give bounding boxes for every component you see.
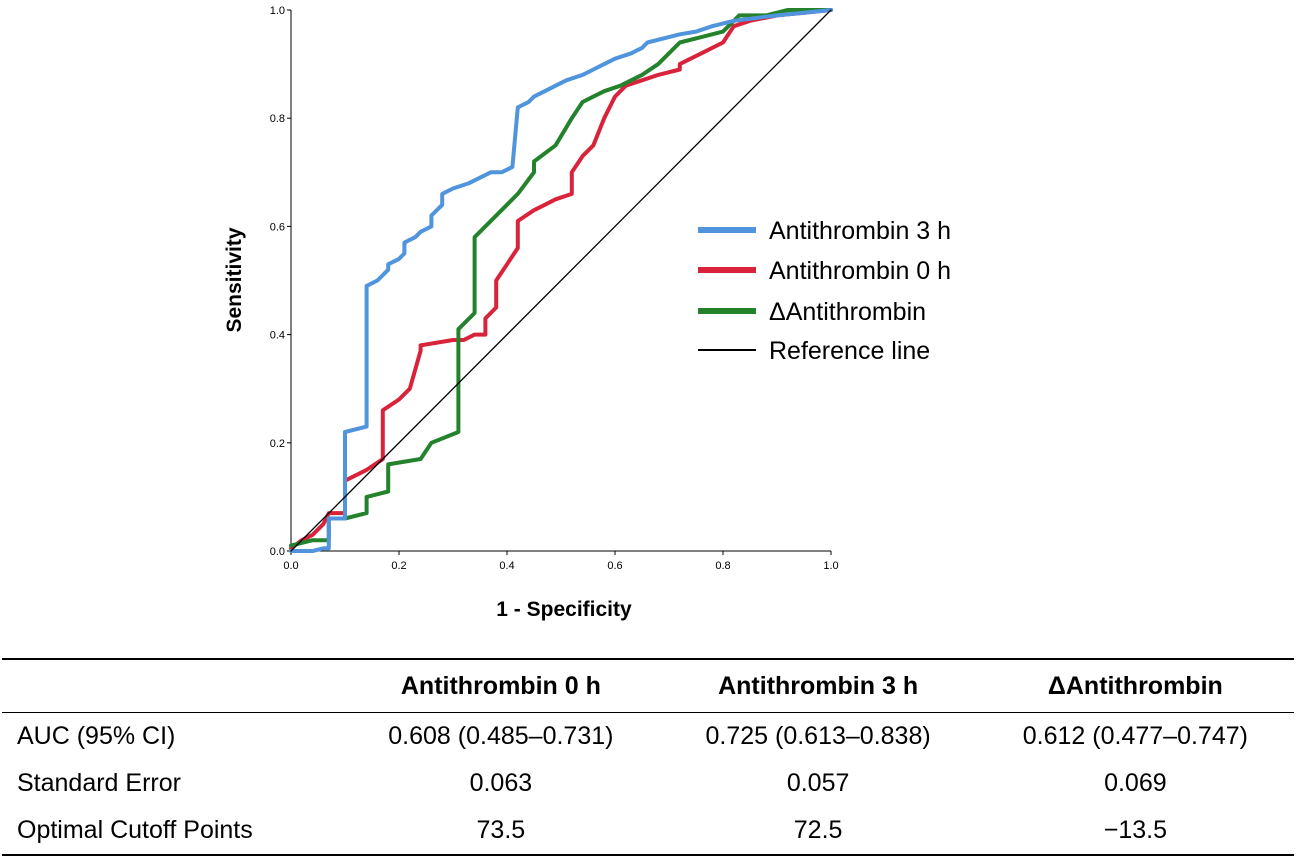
x-tick-label: 0.8 [715, 560, 730, 572]
table-cell: 72.5 [793, 816, 843, 844]
legend-label: ΔAntithrombin [769, 298, 926, 326]
y-tick-label: 0.6 [270, 221, 285, 233]
legend-label: Antithrombin 0 h [769, 257, 951, 285]
table-row-label: AUC (95% CI) [17, 722, 176, 750]
table-cell: 0.725 (0.613–0.838) [705, 722, 931, 750]
series-line-2 [289, 8, 833, 548]
series-line-3 [290, 9, 832, 552]
series-line-1 [289, 8, 833, 551]
roc-chart: 0.0 0.2 0.4 0.6 0.8 1.0 0.0 0.2 0.4 0.6 0.8 1.0 1 -… [223, 5, 951, 621]
x-tick-label: 0.2 [391, 560, 406, 572]
legend-label: Reference line [769, 337, 930, 365]
x-tick-label: 1.0 [823, 560, 838, 572]
table-row-label: Standard Error [17, 769, 181, 797]
stats-table: Antithrombin 0 h Antithrombin 3 h ΔAntit… [2, 658, 1294, 856]
y-tick-label: 0.2 [270, 438, 285, 450]
table-row: Optimal Cutoff Points 73.5 72.5 −13.5 [2, 807, 1294, 855]
table-cell: 0.063 [469, 769, 533, 797]
table-cell: −13.5 [1103, 816, 1167, 844]
x-axis-title: 1 - Specificity [496, 598, 632, 621]
axis-ticks: 0.0 0.2 0.4 0.6 0.8 1.0 0.0 0.2 0.4 0.6 0.8 1.0 [270, 5, 839, 572]
x-tick-label: 0.0 [283, 560, 298, 572]
x-tick-label: 0.6 [607, 560, 622, 572]
table-header-cell: Antithrombin 0 h [400, 671, 601, 700]
legend-label: Antithrombin 3 h [769, 217, 951, 245]
table-row: Standard Error 0.063 0.057 0.069 [2, 760, 1294, 807]
table-cell: 0.057 [786, 769, 850, 797]
table-cell: 0.608 (0.485–0.731) [388, 722, 614, 750]
table-row: AUC (95% CI) 0.608 (0.485–0.731) 0.725 (… [2, 713, 1294, 761]
legend: Antithrombin 3 h Antithrombin 0 h ΔAntithr… [698, 217, 951, 365]
table-row-label: Optimal Cutoff Points [17, 816, 253, 844]
table-header-row: Antithrombin 0 h Antithrombin 3 h ΔAntit… [2, 659, 1294, 713]
y-tick-label: 1.0 [270, 5, 285, 17]
y-tick-label: 0.0 [270, 546, 285, 558]
table-cell: 0.069 [1104, 769, 1167, 797]
y-tick-label: 0.8 [270, 113, 285, 125]
y-axis-title: Sensitivity [223, 227, 246, 332]
series-line-0 [289, 8, 833, 553]
table-header-cell [2, 659, 342, 713]
table-cell: 0.612 (0.477–0.747) [1022, 722, 1248, 750]
y-tick-label: 0.4 [270, 330, 285, 342]
table-header-cell: ΔAntithrombin [1047, 671, 1223, 700]
plot-area: 0.0 0.2 0.4 0.6 0.8 1.0 0.0 0.2 0.4 0.6 0.8 1.0 [270, 5, 839, 572]
x-tick-label: 0.4 [499, 560, 514, 572]
series-layer [289, 8, 833, 553]
table-cell: 73.5 [476, 816, 526, 844]
table-header-cell: Antithrombin 3 h [718, 671, 919, 700]
